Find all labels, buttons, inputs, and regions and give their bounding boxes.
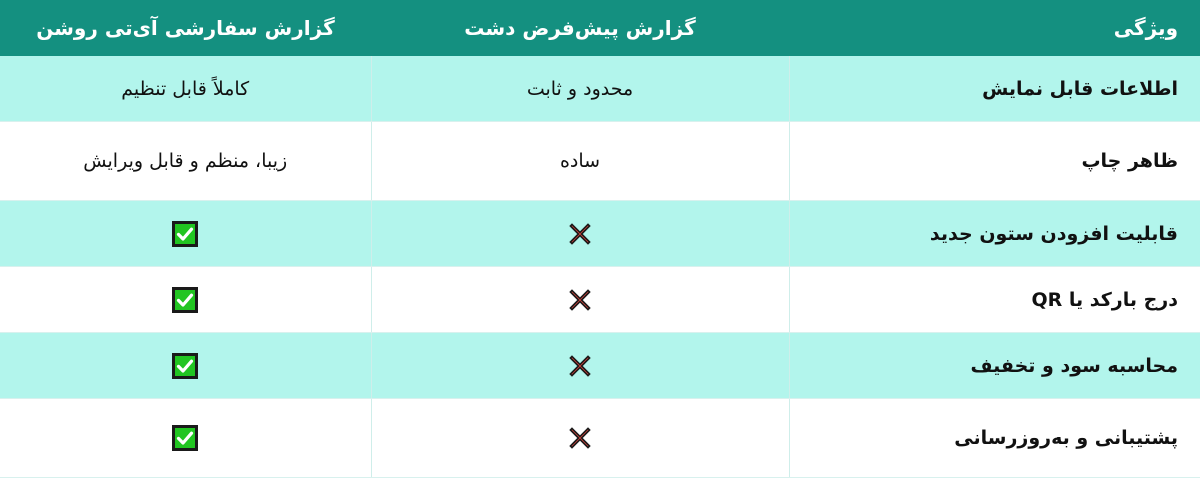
table-row: قابلیت افزودن ستون جدید	[0, 200, 1200, 267]
check-icon	[172, 425, 199, 451]
cross-icon	[567, 221, 593, 247]
custom-report-value: کاملاً قابل تنظیم	[121, 77, 250, 100]
feature-label: ظاهر چاپ	[1081, 150, 1178, 172]
cell-default-report	[370, 332, 789, 399]
cell-custom-report: کاملاً قابل تنظیم	[0, 56, 371, 122]
custom-report-value: زیبا، منظم و قابل ویرایش	[83, 150, 288, 172]
cell-default-report	[370, 266, 789, 333]
cell-default-report: ساده	[370, 121, 789, 201]
table-row: درج بارکد یا QR	[0, 266, 1200, 333]
table-row: پشتیبانی و به‌روزرسانی	[0, 398, 1200, 478]
cell-custom-report	[0, 200, 371, 267]
cell-feature: درج بارکد یا QR	[788, 266, 1200, 333]
feature-label: قابلیت افزودن ستون جدید	[929, 222, 1178, 245]
cell-feature: پشتیبانی و به‌روزرسانی	[788, 398, 1200, 478]
cell-feature: اطلاعات قابل نمایش	[788, 56, 1200, 122]
cross-icon	[567, 425, 593, 451]
cell-custom-report	[0, 398, 371, 478]
cross-icon	[567, 353, 593, 379]
feature-label: محاسبه سود و تخفیف	[970, 354, 1178, 377]
column-header-default-report: گزارش پیش‌فرض دشت	[464, 16, 696, 40]
cell-custom-report: زیبا، منظم و قابل ویرایش	[0, 121, 371, 201]
default-report-value: محدود و ثابت	[526, 77, 634, 100]
check-icon	[172, 286, 199, 313]
default-report-value: ساده	[559, 150, 601, 172]
cell-feature: محاسبه سود و تخفیف	[788, 332, 1200, 399]
cell-custom-report	[0, 266, 371, 333]
table-header: ویژگی گزارش پیش‌فرض دشت گزارش سفارشی آی‌…	[0, 0, 1200, 56]
cross-icon	[567, 287, 593, 313]
column-header-feature: ویژگی	[1113, 16, 1178, 40]
cell-custom-report	[0, 332, 371, 399]
feature-label: پشتیبانی و به‌روزرسانی	[954, 427, 1178, 449]
check-icon	[172, 220, 199, 247]
column-header-custom-report: گزارش سفارشی آی‌تی روشن	[36, 16, 335, 40]
cell-default-report	[370, 398, 789, 478]
table-body: اطلاعات قابل نمایش محدود و ثابت کاملاً قاب…	[0, 56, 1200, 478]
cell-feature: قابلیت افزودن ستون جدید	[788, 200, 1200, 267]
feature-label: درج بارکد یا QR	[1031, 288, 1178, 311]
cell-default-report: محدود و ثابت	[370, 56, 789, 122]
cell-feature: ظاهر چاپ	[788, 121, 1200, 201]
feature-label: اطلاعات قابل نمایش	[982, 77, 1178, 100]
table-row: اطلاعات قابل نمایش محدود و ثابت کاملاً قاب…	[0, 56, 1200, 122]
check-icon	[172, 352, 199, 379]
table-row: محاسبه سود و تخفیف	[0, 332, 1200, 399]
table-row: ظاهر چاپ ساده زیبا، منظم و قابل ویرایش	[0, 121, 1200, 201]
cell-default-report	[370, 200, 789, 267]
table-header-row: ویژگی گزارش پیش‌فرض دشت گزارش سفارشی آی‌…	[0, 0, 1200, 56]
